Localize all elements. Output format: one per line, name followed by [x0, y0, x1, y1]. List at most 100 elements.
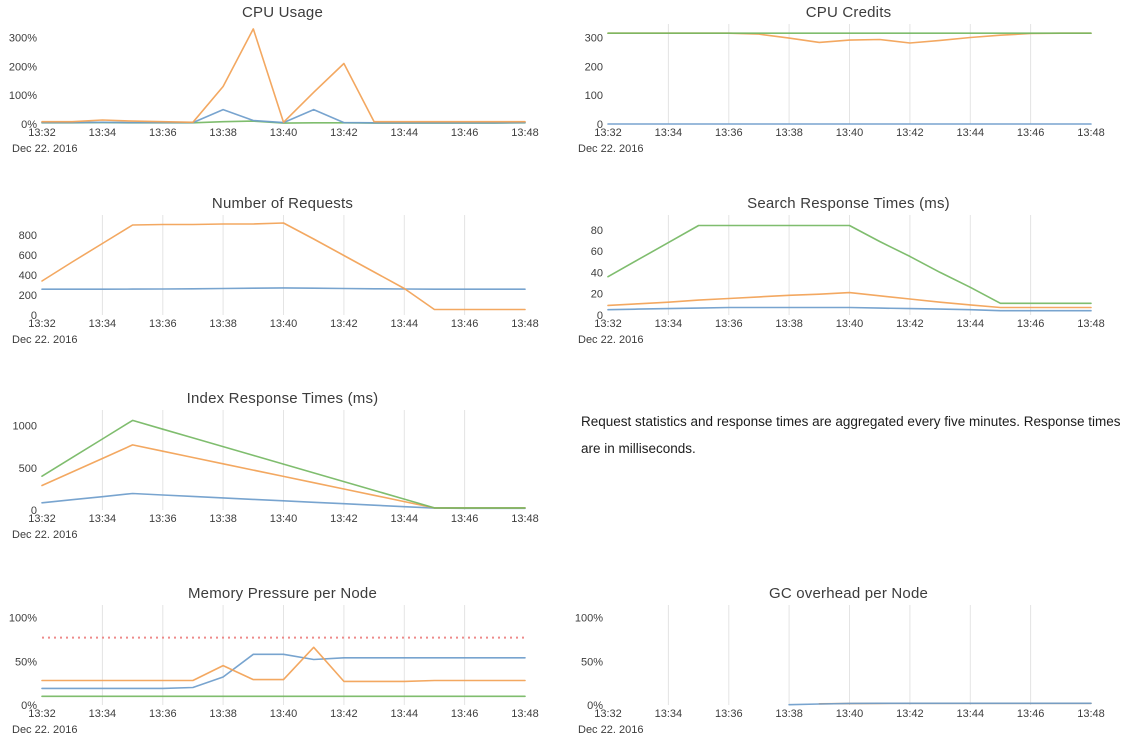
svg-text:0: 0: [31, 505, 37, 517]
index-response-times-plot[interactable]: 0 500 1000 13:32 13:34 13:36 13:38 13:40 13:42 13…: [0, 386, 565, 546]
svg-text:13:46: 13:46: [451, 708, 479, 720]
svg-text:13:36: 13:36: [715, 127, 743, 139]
aggregation-note: Request statistics and response times ar…: [581, 414, 1121, 456]
svg-text:13:48: 13:48: [511, 127, 539, 139]
svg-text:13:44: 13:44: [957, 318, 985, 330]
cpu-usage-plot[interactable]: 0% 100% 200% 300% 13:32 13:34 13:36 13:38 13:40 1…: [0, 0, 565, 160]
memory-pressure-plot[interactable]: 0% 50% 100% 13:32 13:34 13:36 13:38 13:40 13:42 1…: [0, 581, 565, 741]
svg-text:13:46: 13:46: [451, 318, 479, 330]
svg-text:13:34: 13:34: [89, 513, 117, 525]
svg-text:13:38: 13:38: [209, 127, 237, 139]
svg-text:13:36: 13:36: [149, 708, 177, 720]
svg-text:13:48: 13:48: [1077, 318, 1105, 330]
svg-text:13:34: 13:34: [655, 708, 683, 720]
chart-title: CPU Usage: [242, 4, 323, 21]
svg-text:13:36: 13:36: [149, 318, 177, 330]
svg-text:13:32: 13:32: [28, 708, 56, 720]
number-of-requests-plot[interactable]: 0 200 400 600 800 13:32 13:34 13:36 13:38 13:40 13…: [0, 191, 565, 351]
svg-text:13:32: 13:32: [28, 127, 56, 139]
svg-text:13:32: 13:32: [594, 318, 622, 330]
svg-text:13:34: 13:34: [655, 318, 683, 330]
svg-text:Dec 22. 2016: Dec 22. 2016: [578, 334, 643, 346]
chart-memory-pressure-per-node: 0% 50% 100% 13:32 13:34 13:36 13:38 13:40 13:42 1…: [0, 581, 565, 746]
svg-text:13:32: 13:32: [594, 708, 622, 720]
svg-text:13:34: 13:34: [89, 708, 117, 720]
svg-text:50%: 50%: [581, 656, 603, 668]
search-response-times-plot[interactable]: 0 20 40 60 80 13:32 13:34 13:36 13:38 13:40 13:42 1…: [566, 191, 1131, 351]
svg-text:300%: 300%: [9, 33, 37, 45]
svg-text:200%: 200%: [9, 61, 37, 73]
chart-title: Memory Pressure per Node: [187, 585, 378, 602]
svg-text:13:44: 13:44: [391, 513, 419, 525]
svg-text:1000: 1000: [13, 421, 37, 433]
svg-text:13:38: 13:38: [209, 708, 237, 720]
svg-text:13:40: 13:40: [270, 708, 298, 720]
chart-search-response-times: 0 20 40 60 80 13:32 13:34 13:36 13:38 13:40 13:42 1…: [566, 191, 1131, 356]
svg-text:0: 0: [597, 119, 603, 131]
svg-text:13:40: 13:40: [836, 318, 864, 330]
svg-text:13:44: 13:44: [391, 708, 419, 720]
svg-text:13:48: 13:48: [511, 318, 539, 330]
svg-text:13:44: 13:44: [957, 708, 985, 720]
chart-number-of-requests: 0 200 400 600 800 13:32 13:34 13:36 13:38 13:40 13…: [0, 191, 565, 356]
svg-text:13:48: 13:48: [1077, 127, 1105, 139]
svg-text:13:46: 13:46: [451, 513, 479, 525]
svg-text:13:46: 13:46: [1017, 708, 1045, 720]
svg-text:13:46: 13:46: [1017, 318, 1045, 330]
cpu-credits-plot[interactable]: 0 100 200 300 13:32 13:34 13:36 13:38 13:40 13:42…: [566, 0, 1131, 160]
svg-text:13:36: 13:36: [149, 513, 177, 525]
chart-title: CPU Credits: [805, 4, 892, 21]
svg-text:20: 20: [591, 289, 603, 301]
svg-text:13:48: 13:48: [1077, 708, 1105, 720]
svg-text:0%: 0%: [587, 700, 603, 712]
svg-text:200: 200: [585, 61, 603, 73]
svg-text:13:40: 13:40: [836, 127, 864, 139]
svg-text:13:42: 13:42: [330, 318, 358, 330]
svg-text:13:44: 13:44: [957, 127, 985, 139]
svg-text:600: 600: [19, 250, 37, 262]
svg-text:13:36: 13:36: [715, 708, 743, 720]
svg-text:13:42: 13:42: [896, 708, 924, 720]
svg-text:13:38: 13:38: [775, 708, 803, 720]
svg-text:0: 0: [31, 310, 37, 322]
svg-text:13:32: 13:32: [28, 513, 56, 525]
svg-text:13:44: 13:44: [391, 127, 419, 139]
svg-text:100%: 100%: [575, 613, 603, 625]
svg-text:100: 100: [585, 90, 603, 102]
svg-text:13:32: 13:32: [28, 318, 56, 330]
gc-overhead-plot[interactable]: 0% 50% 100% 13:32 13:34 13:36 13:38 13:40 13:42 1…: [566, 581, 1131, 741]
svg-text:13:38: 13:38: [775, 318, 803, 330]
svg-text:13:42: 13:42: [330, 513, 358, 525]
svg-text:13:40: 13:40: [270, 318, 298, 330]
svg-text:Dec 22. 2016: Dec 22. 2016: [12, 334, 77, 346]
svg-text:13:40: 13:40: [270, 127, 298, 139]
svg-text:13:44: 13:44: [391, 318, 419, 330]
svg-text:Dec 22. 2016: Dec 22. 2016: [578, 724, 643, 736]
chart-title: GC overhead per Node: [768, 585, 929, 602]
svg-text:13:40: 13:40: [270, 513, 298, 525]
svg-text:500: 500: [19, 463, 37, 475]
chart-title: Number of Requests: [211, 195, 354, 212]
chart-title: Index Response Times (ms): [186, 390, 379, 407]
svg-text:40: 40: [591, 267, 603, 279]
svg-text:13:48: 13:48: [511, 708, 539, 720]
svg-text:13:40: 13:40: [836, 708, 864, 720]
chart-title: Search Response Times (ms): [747, 195, 950, 212]
svg-text:400: 400: [19, 270, 37, 282]
svg-text:13:38: 13:38: [209, 513, 237, 525]
svg-text:0%: 0%: [21, 119, 37, 131]
svg-text:13:34: 13:34: [89, 318, 117, 330]
svg-text:13:36: 13:36: [715, 318, 743, 330]
svg-text:13:46: 13:46: [1017, 127, 1045, 139]
svg-text:13:46: 13:46: [451, 127, 479, 139]
svg-text:Dec 22. 2016: Dec 22. 2016: [578, 143, 643, 155]
svg-text:13:32: 13:32: [594, 127, 622, 139]
svg-text:800: 800: [19, 230, 37, 242]
svg-text:13:36: 13:36: [149, 127, 177, 139]
svg-text:50%: 50%: [15, 656, 37, 668]
svg-text:Dec 22. 2016: Dec 22. 2016: [12, 143, 77, 155]
svg-text:300: 300: [585, 33, 603, 45]
svg-text:100%: 100%: [9, 613, 37, 625]
svg-text:100%: 100%: [9, 90, 37, 102]
chart-index-response-times: 0 500 1000 13:32 13:34 13:36 13:38 13:40 13:42 13…: [0, 386, 565, 551]
